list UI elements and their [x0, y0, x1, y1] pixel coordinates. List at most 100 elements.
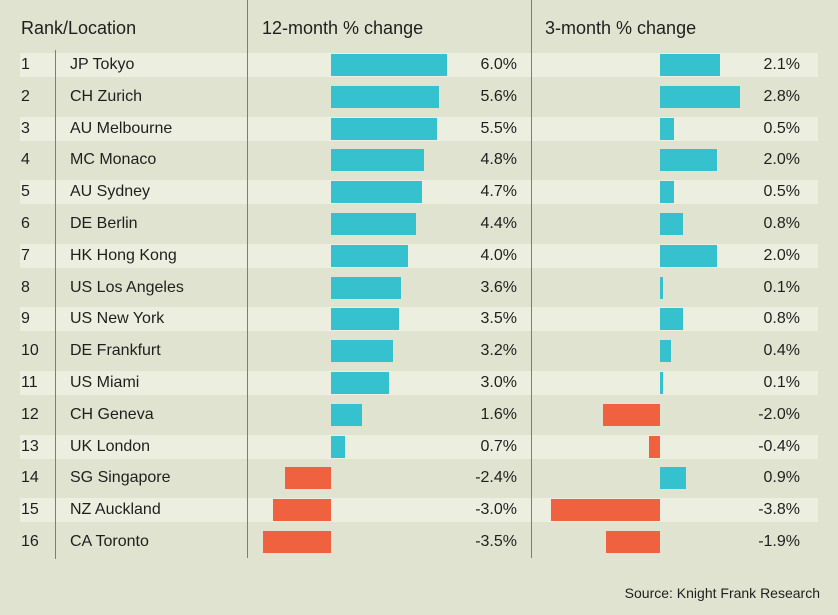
bar-3m [660, 372, 663, 394]
bar-12m [331, 403, 362, 426]
bar-12m [331, 372, 389, 394]
bar-3m [660, 340, 672, 363]
column-divider [247, 0, 248, 558]
rank-label: 9 [21, 310, 30, 328]
value-label-3m: 0.5% [763, 183, 800, 201]
location-label: CH Geneva [70, 405, 154, 423]
bar-12m [273, 499, 331, 522]
value-label-3m: 0.4% [763, 342, 800, 360]
bar-12m [331, 340, 393, 363]
bar-12m [331, 276, 401, 299]
value-label-3m: -3.8% [758, 501, 800, 519]
value-label-3m: 2.0% [763, 151, 800, 169]
rank-label: 13 [21, 437, 39, 455]
bar-3m [660, 117, 675, 140]
value-label-12m: 4.0% [480, 246, 517, 264]
value-label-12m: 3.2% [480, 342, 517, 360]
rank-label: 1 [21, 56, 30, 73]
bar-3m [660, 213, 683, 235]
location-label: AU Melbourne [70, 119, 173, 137]
column-divider [55, 50, 56, 559]
bar-12m [331, 149, 424, 172]
rank-label: 4 [21, 151, 30, 169]
location-label: SG Singapore [70, 469, 171, 487]
value-label-12m: -3.0% [475, 501, 517, 519]
row-stripe [20, 498, 818, 523]
location-label: JP Tokyo [70, 56, 135, 73]
value-label-3m: 0.5% [763, 119, 800, 137]
rank-label: 2 [21, 87, 30, 105]
bar-12m [331, 435, 345, 458]
bar-3m [605, 531, 660, 553]
value-label-3m: 2.0% [763, 246, 800, 264]
value-label-3m: 0.8% [763, 215, 800, 232]
bar-12m [331, 308, 399, 331]
rank-label: 12 [21, 405, 39, 423]
location-label: UK London [70, 437, 151, 455]
bar-12m [331, 181, 422, 204]
bar-3m [660, 244, 718, 267]
location-label: MC Monaco [70, 151, 157, 169]
value-label-12m: 5.5% [480, 119, 517, 137]
bar-12m [284, 467, 331, 490]
header-3-month: 3-month % change [545, 18, 697, 38]
value-label-3m: 0.8% [763, 310, 800, 328]
source-note: Source: Knight Frank Research [624, 585, 820, 601]
bar-3m [660, 276, 663, 299]
bar-3m [602, 403, 660, 426]
location-label: US New York [70, 310, 165, 328]
rank-label: 5 [21, 183, 30, 201]
value-label-12m: 1.6% [480, 405, 517, 423]
bar-12m [263, 531, 331, 553]
rank-label: 6 [21, 215, 30, 232]
bar-3m [551, 499, 660, 522]
location-label: DE Berlin [70, 215, 138, 232]
value-label-12m: 3.5% [480, 310, 517, 328]
value-label-3m: -0.4% [758, 437, 800, 455]
location-label: CA Toronto [70, 533, 149, 550]
bar-3m [648, 435, 660, 458]
location-label: DE Frankfurt [70, 342, 161, 360]
location-label: AU Sydney [70, 183, 151, 201]
row-stripe [20, 307, 818, 332]
rank-label: 14 [21, 469, 39, 487]
rank-label: 11 [21, 374, 38, 391]
value-label-12m: 4.8% [480, 151, 517, 169]
rank-label: 15 [21, 501, 39, 519]
location-label: US Los Angeles [70, 278, 184, 296]
column-divider [531, 0, 532, 558]
header-12-month: 12-month % change [262, 18, 424, 38]
value-label-12m: -3.5% [475, 533, 517, 550]
value-label-3m: -1.9% [758, 533, 800, 550]
value-label-3m: 0.1% [763, 278, 800, 296]
row-stripe [20, 371, 818, 395]
value-label-3m: 0.1% [763, 374, 800, 391]
bar-12m [331, 54, 447, 76]
rank-label: 16 [21, 533, 39, 550]
bar-12m [331, 85, 440, 108]
value-label-12m: 4.7% [480, 183, 517, 201]
value-label-12m: -2.4% [475, 469, 517, 487]
bar-12m [331, 117, 438, 140]
bar-12m [331, 244, 409, 267]
bar-3m [660, 181, 675, 204]
bar-3m [660, 308, 683, 331]
value-label-12m: 3.0% [480, 374, 517, 391]
value-label-12m: 3.6% [480, 278, 517, 296]
rank-label: 8 [21, 278, 30, 296]
bar-12m [331, 213, 417, 235]
value-label-3m: 0.9% [763, 469, 800, 487]
location-label: CH Zurich [70, 87, 143, 105]
location-label: NZ Auckland [70, 501, 161, 519]
value-label-12m: 0.7% [480, 437, 517, 455]
bar-3m [660, 467, 686, 490]
bar-3m [660, 149, 718, 172]
rank-label: 10 [21, 342, 39, 360]
bar-3m [660, 85, 741, 108]
bar-3m [660, 54, 721, 76]
rank-label: 3 [21, 119, 30, 137]
value-label-12m: 5.6% [480, 87, 517, 105]
value-label-12m: 4.4% [480, 215, 517, 232]
location-label: HK Hong Kong [70, 246, 177, 264]
